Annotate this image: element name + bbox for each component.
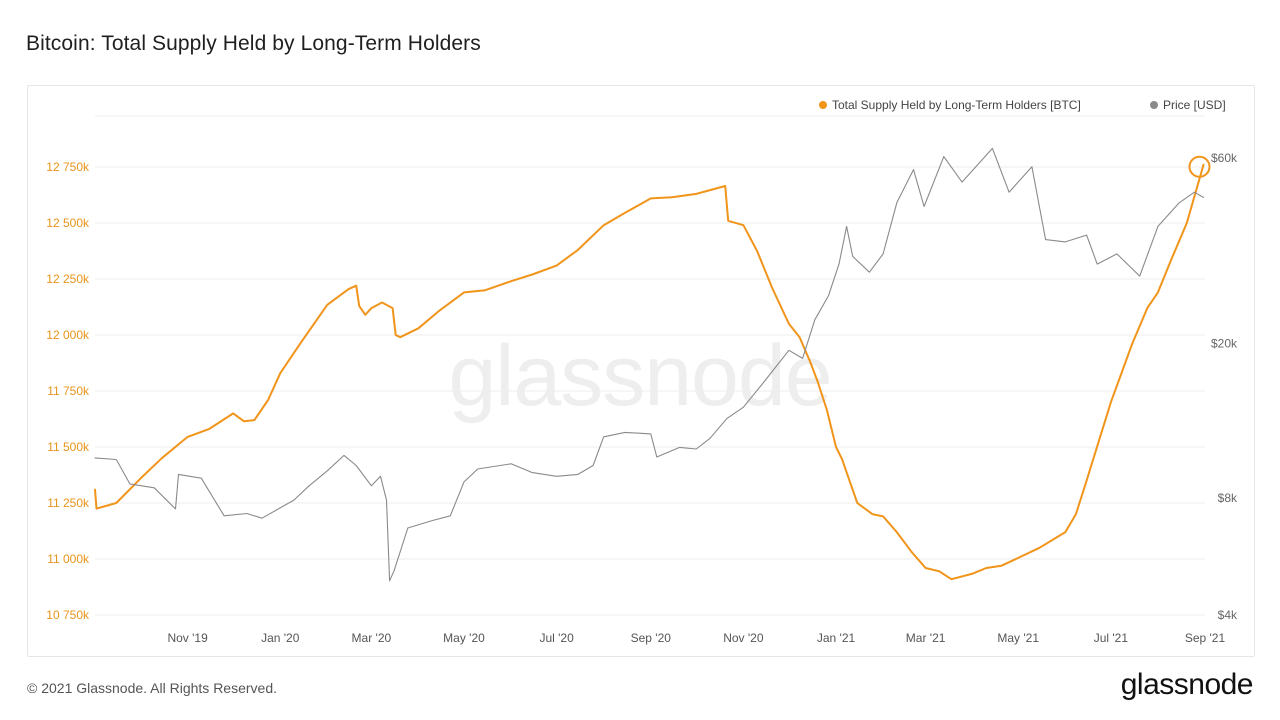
x-tick-label: Jan '21 bbox=[817, 631, 856, 645]
x-tick-label: Jan '20 bbox=[261, 631, 300, 645]
series-layer bbox=[94, 147, 1211, 582]
x-tick-label: May '20 bbox=[443, 631, 485, 645]
glassnode-logo: glassnode bbox=[1120, 668, 1254, 701]
y-left-tick-label: 12 000k bbox=[46, 328, 90, 342]
y-right-tick-label: $60k bbox=[1211, 151, 1238, 165]
legend-price-marker bbox=[1150, 101, 1158, 109]
legend-lth-marker bbox=[819, 101, 827, 109]
y-left-tick-label: 11 000k bbox=[47, 552, 90, 566]
y-axis-left: 10 750k 11 000k 11 250k 11 500k 11 750k 12 00… bbox=[46, 160, 90, 622]
x-tick-label: Nov '20 bbox=[723, 631, 764, 645]
lth-supply-line bbox=[94, 163, 1205, 581]
legend-price-label[interactable]: Price [USD] bbox=[1163, 98, 1226, 112]
y-axis-right: $4k $8k $20k $60k bbox=[1211, 151, 1238, 622]
x-tick-label: Mar '20 bbox=[352, 631, 392, 645]
y-left-tick-label: 11 750k bbox=[47, 384, 90, 398]
y-right-tick-label: $20k bbox=[1211, 336, 1238, 350]
watermark-text: glassnode bbox=[448, 328, 831, 424]
x-tick-label: Jul '21 bbox=[1094, 631, 1129, 645]
y-left-tick-label: 12 250k bbox=[46, 272, 90, 286]
chart-panel bbox=[27, 85, 1255, 657]
x-tick-label: Jul '20 bbox=[539, 631, 574, 645]
chart-title: Bitcoin: Total Supply Held by Long-Term … bbox=[26, 32, 481, 55]
y-left-tick-label: 10 750k bbox=[46, 608, 90, 622]
y-left-tick-label: 12 750k bbox=[46, 160, 90, 174]
grid-lines bbox=[95, 115, 1205, 616]
y-right-tick-label: $8k bbox=[1218, 491, 1238, 505]
legend: Total Supply Held by Long-Term Holders [… bbox=[819, 98, 1226, 112]
price-line bbox=[94, 147, 1205, 582]
x-tick-label: Sep '20 bbox=[631, 631, 672, 645]
y-left-tick-label: 12 500k bbox=[46, 216, 90, 230]
legend-lth-label[interactable]: Total Supply Held by Long-Term Holders [… bbox=[832, 98, 1081, 112]
y-left-tick-label: 11 250k bbox=[47, 496, 90, 510]
y-right-tick-label: $4k bbox=[1218, 608, 1238, 622]
x-tick-label: Sep '21 bbox=[1185, 631, 1226, 645]
lth-supply-end-marker bbox=[1188, 155, 1211, 178]
x-axis: Nov '19 Jan '20 Mar '20 May '20 Jul '20 Sep '… bbox=[167, 631, 1225, 645]
x-tick-label: Nov '19 bbox=[167, 631, 208, 645]
y-left-tick-label: 11 500k bbox=[47, 440, 90, 454]
x-tick-label: May '21 bbox=[997, 631, 1039, 645]
x-tick-label: Mar '21 bbox=[906, 631, 946, 645]
copyright-footer: © 2021 Glassnode. All Rights Reserved. bbox=[27, 680, 278, 696]
